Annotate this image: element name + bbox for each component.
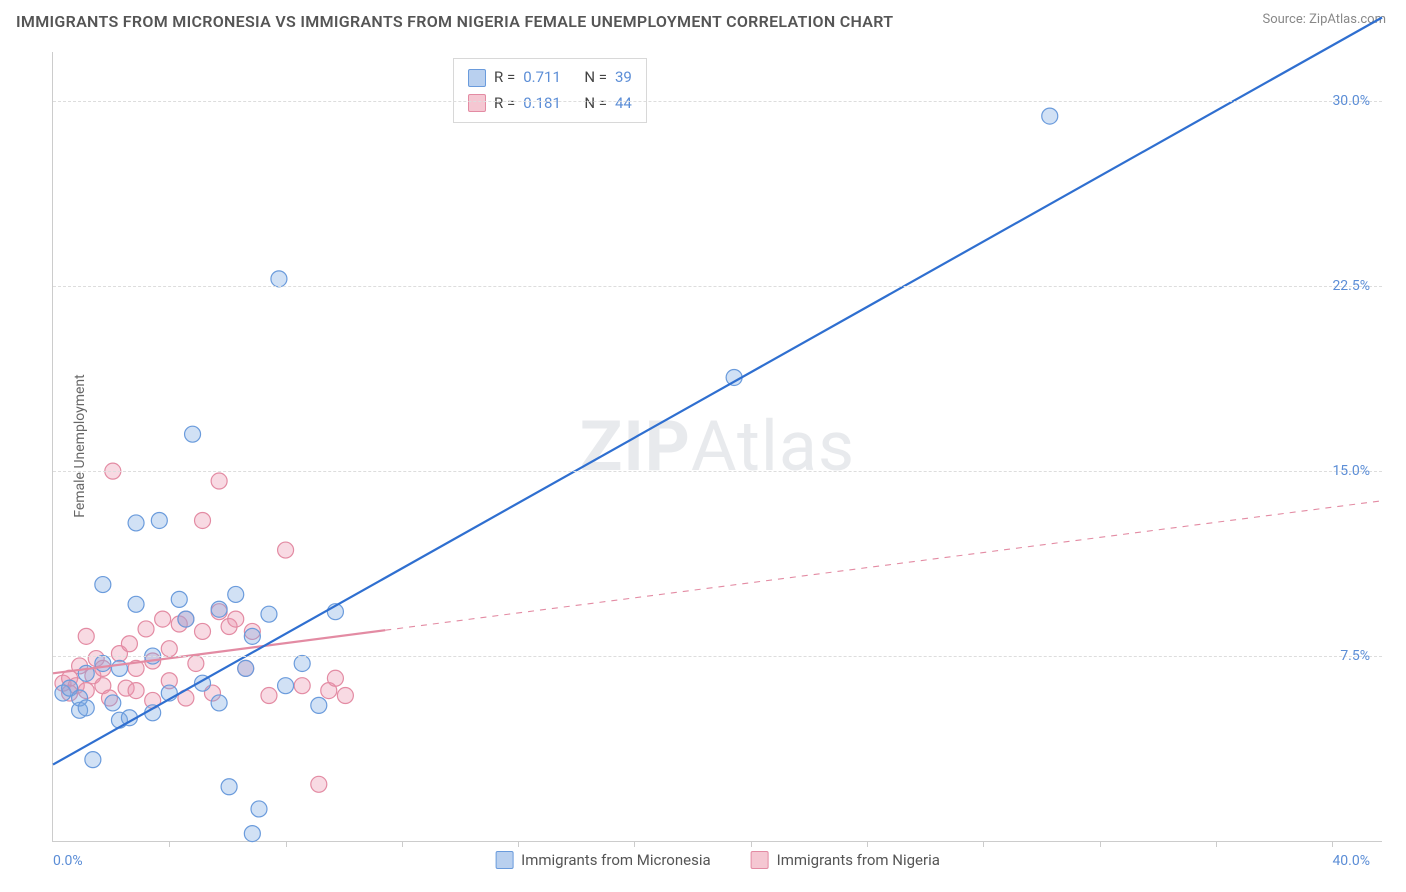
chart-title: IMMIGRANTS FROM MICRONESIA VS IMMIGRANTS… (16, 12, 893, 31)
x-tick (1332, 841, 1333, 847)
y-tick-label: 22.5% (1332, 278, 1370, 294)
data-point-micronesia (185, 426, 201, 442)
data-point-micronesia (244, 826, 260, 842)
data-point-micronesia (278, 678, 294, 694)
x-tick (1100, 841, 1101, 847)
trend-line-micronesia (53, 17, 1382, 764)
data-point-micronesia (171, 591, 187, 607)
data-point-nigeria (128, 683, 144, 699)
x-tick (751, 841, 752, 847)
data-point-nigeria (294, 678, 310, 694)
gridline (53, 471, 1382, 472)
data-point-micronesia (251, 801, 267, 817)
data-point-micronesia (311, 697, 327, 713)
data-point-nigeria (337, 688, 353, 704)
data-point-nigeria (195, 512, 211, 528)
data-point-nigeria (228, 611, 244, 627)
data-point-nigeria (195, 623, 211, 639)
x-tick (286, 841, 287, 847)
data-point-micronesia (294, 655, 310, 671)
x-axis-label-min: 0.0% (53, 853, 83, 869)
data-point-nigeria (211, 473, 227, 489)
data-point-micronesia (238, 660, 254, 676)
x-tick (867, 841, 868, 847)
data-point-micronesia (128, 596, 144, 612)
data-point-nigeria (155, 611, 171, 627)
plot-area: ZIPAtlas R = 0.711 N = 39 R = 0.181 N = … (52, 52, 1382, 842)
data-point-micronesia (271, 271, 287, 287)
data-point-micronesia (95, 655, 111, 671)
y-tick-label: 30.0% (1332, 93, 1370, 109)
gridline (53, 656, 1382, 657)
data-point-nigeria (161, 641, 177, 657)
data-point-nigeria (278, 542, 294, 558)
y-tick-label: 7.5% (1340, 648, 1370, 664)
chart-container: IMMIGRANTS FROM MICRONESIA VS IMMIGRANTS… (0, 0, 1406, 892)
bottom-legend-item-nigeria: Immigrants from Nigeria (751, 851, 940, 869)
x-axis-label-max: 40.0% (1332, 853, 1370, 869)
x-tick (518, 841, 519, 847)
data-point-micronesia (221, 779, 237, 795)
gridline (53, 101, 1382, 102)
data-point-micronesia (211, 695, 227, 711)
data-point-micronesia (228, 586, 244, 602)
data-point-nigeria (327, 670, 343, 686)
data-point-micronesia (85, 752, 101, 768)
data-point-micronesia (178, 611, 194, 627)
bottom-legend-swatch-micronesia (495, 851, 513, 869)
x-tick (169, 841, 170, 847)
bottom-legend-swatch-nigeria (751, 851, 769, 869)
data-point-micronesia (244, 628, 260, 644)
data-point-micronesia (1042, 108, 1058, 124)
data-point-micronesia (261, 606, 277, 622)
data-point-micronesia (211, 601, 227, 617)
data-point-micronesia (128, 515, 144, 531)
gridline (53, 286, 1382, 287)
data-point-nigeria (311, 776, 327, 792)
x-tick (1216, 841, 1217, 847)
x-tick (983, 841, 984, 847)
data-point-micronesia (151, 512, 167, 528)
data-point-nigeria (78, 628, 94, 644)
data-point-micronesia (105, 695, 121, 711)
data-point-nigeria (188, 655, 204, 671)
data-point-nigeria (261, 688, 277, 704)
trend-line-nigeria (53, 630, 385, 673)
data-point-micronesia (95, 577, 111, 593)
plot-svg (53, 52, 1382, 841)
trend-line-nigeria-dashed (385, 501, 1382, 630)
x-tick (402, 841, 403, 847)
data-point-micronesia (111, 660, 127, 676)
data-point-nigeria (121, 636, 137, 652)
data-point-micronesia (78, 700, 94, 716)
y-tick-label: 15.0% (1332, 463, 1370, 479)
x-tick (634, 841, 635, 847)
data-point-nigeria (138, 621, 154, 637)
bottom-legend-item-micronesia: Immigrants from Micronesia (495, 851, 711, 869)
bottom-legend: Immigrants from Micronesia Immigrants fr… (495, 851, 940, 869)
